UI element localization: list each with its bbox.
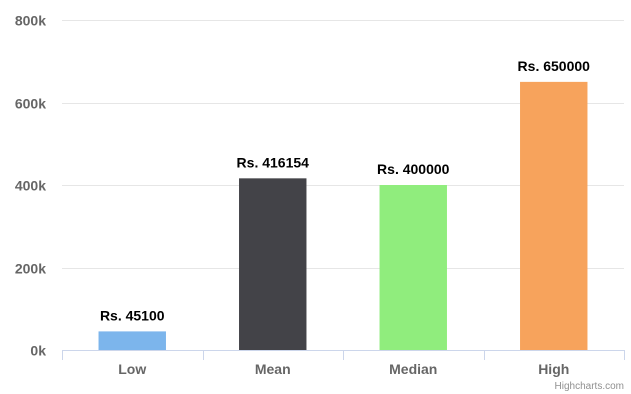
y-tick-label: 800k xyxy=(15,13,46,29)
y-tick-label: 0k xyxy=(30,343,46,359)
y-tick-label: 200k xyxy=(15,261,46,277)
x-axis: Low Mean Median High xyxy=(62,350,625,377)
y-tick-label: 600k xyxy=(15,96,46,112)
bars xyxy=(98,81,588,350)
bar-mean[interactable] xyxy=(239,178,307,350)
x-tick-label-low: Low xyxy=(118,361,146,377)
data-label-low: Rs. 45100 xyxy=(100,307,165,323)
data-label-mean: Rs. 416154 xyxy=(237,154,310,170)
data-label-high: Rs. 650000 xyxy=(518,58,591,74)
y-tick-label: 400k xyxy=(15,178,46,194)
bar-median[interactable] xyxy=(379,185,447,350)
bar-high[interactable] xyxy=(520,81,588,350)
data-label-median: Rs. 400000 xyxy=(377,161,450,177)
y-axis: 0k 200k 400k 600k 800k xyxy=(15,13,46,359)
x-tick-label-high: High xyxy=(538,361,569,377)
x-tick-label-mean: Mean xyxy=(255,361,291,377)
x-tick-label-median: Median xyxy=(389,361,437,377)
data-labels: Rs. 45100 Rs. 416154 Rs. 400000 Rs. 650000 xyxy=(100,58,590,324)
credits-link[interactable]: Highcharts.com xyxy=(555,381,624,392)
bar-low[interactable] xyxy=(98,331,166,350)
